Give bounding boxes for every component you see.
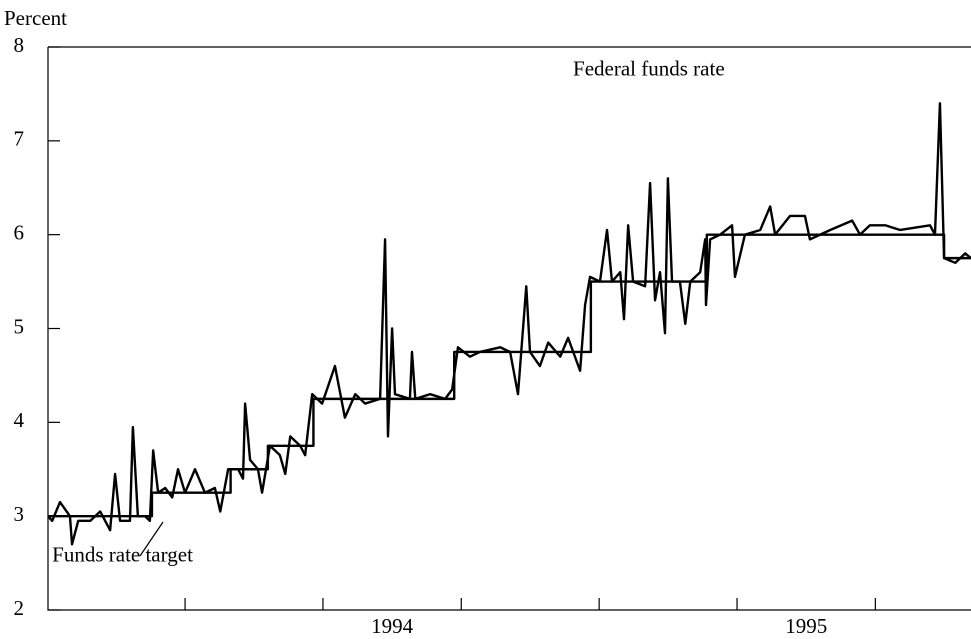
y-tick-label: 2 (14, 596, 25, 620)
leader-line (139, 521, 164, 557)
annotation: Funds rate target (52, 542, 193, 566)
y-tick-label: 8 (14, 33, 25, 57)
plot-frame (47, 46, 971, 611)
y-tick-label: 7 (14, 127, 25, 151)
y-axis-label: Percent (4, 6, 67, 30)
y-tick-label: 3 (14, 502, 25, 526)
y-tick-label: 5 (14, 314, 25, 338)
series-line (47, 102, 971, 546)
x-tick-label: 1995 (785, 614, 827, 638)
x-tick-label: 1994 (371, 614, 414, 638)
series-line (48, 233, 971, 518)
y-tick-label: 4 (14, 408, 25, 432)
annotation: Federal funds rate (573, 56, 725, 80)
y-tick-label: 6 (14, 220, 25, 244)
